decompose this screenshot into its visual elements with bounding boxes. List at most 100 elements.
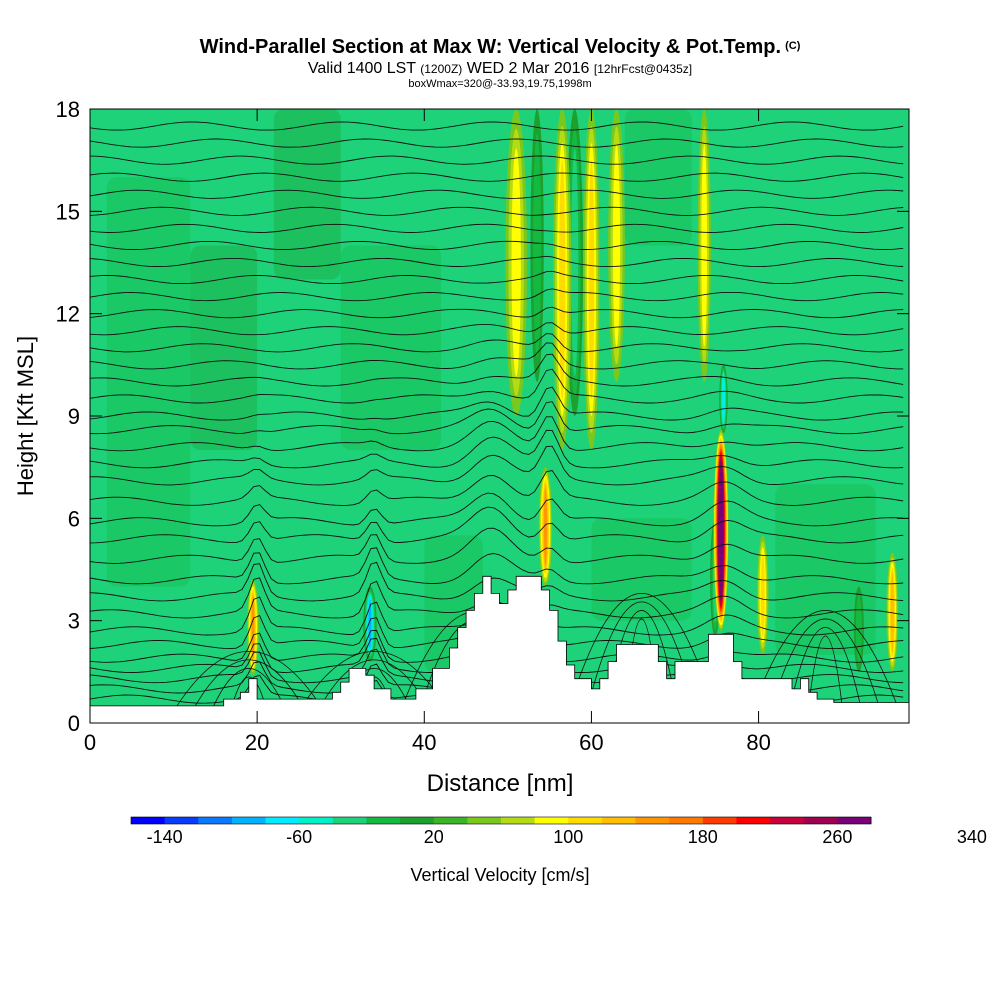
isentrope-line (90, 445, 904, 486)
isentrope-line (90, 506, 904, 544)
colorbar-swatch (467, 817, 502, 824)
colorbar-tick-label: -60 (286, 827, 312, 847)
field-region (591, 518, 692, 621)
downdraft-band (722, 375, 725, 422)
colorbar: -140 -60 20 100 180 260 340 (130, 816, 987, 847)
colorbar-tick-label: 100 (553, 827, 583, 847)
y-tick-label: 15 (56, 199, 80, 224)
isentrope-line (90, 223, 904, 233)
isentrope-line (90, 386, 904, 421)
colorbar-tick-label: 260 (822, 827, 852, 847)
x-tick-label: 80 (746, 730, 770, 755)
field-region (775, 484, 876, 655)
updraft-band (559, 160, 566, 399)
colorbar-swatch (198, 817, 233, 824)
colorbar-swatch (164, 817, 199, 824)
y-tick-label: 6 (68, 506, 80, 531)
isentrope-line (90, 492, 904, 527)
isentrope-line (90, 240, 904, 250)
updraft-band (543, 487, 548, 566)
chart-title: Wind-Parallel Section at Max W: Vertical… (199, 36, 801, 58)
isentrope-line (90, 189, 904, 199)
chart-subline: boxWmax=320@-33.93,19.75,1998m (408, 78, 592, 90)
colorbar-swatch (534, 817, 569, 824)
colorbar-swatch (635, 817, 670, 824)
colorbar-swatch (265, 817, 300, 824)
isentrope-line (90, 368, 904, 404)
axes: 0 20 40 60 80 0 3 6 9 12 15 18 (56, 97, 909, 755)
colorbar-swatch (770, 817, 805, 824)
updraft-band (511, 148, 521, 377)
y-tick-label: 9 (68, 404, 80, 429)
y-axis-label: Height [Kft MSL] (13, 336, 38, 496)
isentrope-line (90, 353, 904, 387)
colorbar-swatch (366, 817, 401, 824)
colorbar-swatch (433, 817, 468, 824)
updraft-band (588, 160, 595, 399)
isentrope-line (90, 333, 904, 353)
y-tick-label: 12 (56, 302, 80, 327)
isentrope-dome (569, 592, 714, 707)
isentrope-dome (587, 601, 696, 707)
x-tick-label: 40 (412, 730, 436, 755)
isentrope-line (90, 469, 904, 506)
downdraft-band (533, 133, 542, 358)
isentrope-dome (231, 676, 266, 707)
colorbar-swatch (231, 817, 267, 824)
colorbar-swatch (803, 817, 838, 824)
isentrope-dome (320, 659, 428, 707)
colorbar-swatch (568, 817, 603, 824)
x-axis-label: Distance [nm] (427, 770, 574, 797)
colorbar-tick-label: 20 (424, 827, 444, 847)
isentrope-dome (194, 659, 303, 707)
field-region (106, 177, 191, 587)
x-tick-label: 0 (84, 730, 96, 755)
isentrope-dome (771, 618, 880, 707)
isentrope-line (90, 342, 904, 370)
x-tick-label: 20 (245, 730, 269, 755)
x-tick-label: 60 (579, 730, 603, 755)
colorbar-label: Vertical Velocity [cm/s] (410, 865, 589, 885)
isentrope-dome (808, 635, 843, 706)
isentrope-line (90, 416, 904, 452)
isentrope-line (90, 306, 904, 319)
colorbar-swatch (332, 817, 367, 824)
isentrope-line (90, 561, 904, 602)
isentrope-line (90, 255, 904, 268)
chart-subtitle: Valid 1400 LST (1200Z) WED 2 Mar 2016 [1… (307, 60, 693, 77)
colorbar-frame (130, 816, 872, 825)
colorbar-tick-label: -140 (147, 827, 183, 847)
downdraft-band (368, 599, 372, 649)
title-tag: (C) (785, 40, 801, 52)
isentrope-line (90, 155, 904, 165)
isentrope-dome (176, 651, 321, 707)
terrain (90, 575, 909, 723)
isentrope-line (90, 288, 904, 302)
y-tick-label: 18 (56, 97, 80, 122)
isentrope-line (90, 270, 904, 285)
isentrope-dome (789, 627, 861, 707)
colorbar-swatch (501, 817, 536, 824)
y-tick-label: 3 (68, 609, 80, 634)
colorbar-swatch (601, 817, 637, 824)
colorbar-swatch (736, 817, 771, 824)
colorbar-tick-label: 180 (688, 827, 718, 847)
isentrope-line (90, 429, 904, 469)
colorbar-swatch (702, 817, 737, 824)
isentrope-line (90, 322, 904, 336)
colorbar-swatch (299, 817, 334, 824)
isentrope-line (90, 206, 904, 216)
terrain-mask (90, 575, 909, 723)
updraft-band (760, 553, 765, 637)
isentrope-line (90, 121, 904, 131)
isentrope-line (90, 172, 904, 182)
colorbar-tick-label: 340 (957, 827, 987, 847)
potential-temperature-contours (90, 121, 904, 707)
colorbar-swatch (400, 817, 435, 824)
y-tick-label: 0 (68, 711, 80, 736)
colorbar-swatch (669, 817, 704, 824)
updraft-band (720, 470, 722, 590)
field-region (273, 109, 341, 280)
updraft-band (701, 144, 708, 347)
